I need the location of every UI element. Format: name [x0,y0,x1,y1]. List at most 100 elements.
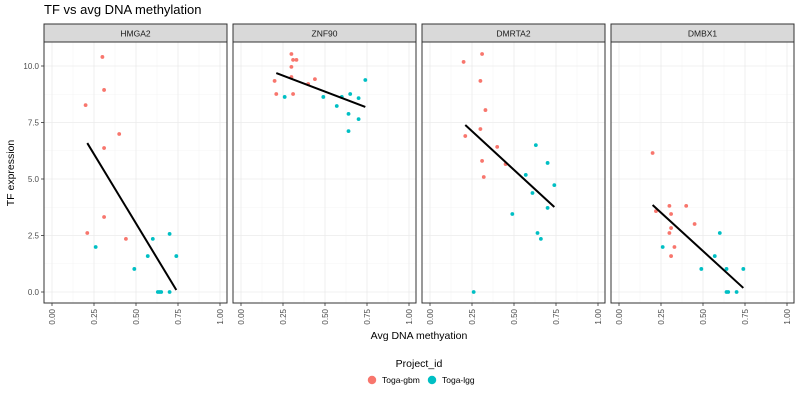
data-point [734,290,739,294]
data-point [174,254,179,258]
data-point [356,117,361,122]
legend-item-toga-gbm: Toga-gbm [367,375,420,385]
data-point [726,290,731,294]
data-point [167,232,172,236]
gridlines [233,42,416,303]
x-tick-label: 1.00 [216,308,225,324]
data-point [724,267,729,271]
x-tick-label: 0.25 [468,308,477,324]
data-point [334,104,339,108]
regression-line [651,204,744,289]
x-tick-label: 0.00 [426,308,435,324]
data-point [741,267,746,271]
data-point [545,206,550,210]
y-axis-title: TF expression [5,140,17,207]
data-point [667,203,672,208]
data-point [660,245,665,249]
data-point [478,79,483,83]
x-tick-label: 0.50 [321,308,330,324]
data-point [167,290,172,294]
data-point [461,60,466,64]
panels: HMGA2 0.00 0.25 0.50 0.75 1.00 0.0 2.5 5.0 7.5 10.… [23,23,795,325]
data-point [102,88,106,92]
data-point [684,203,689,208]
facet-strip-label: HMGA2 [120,29,151,39]
series-toga-lgg [660,231,746,294]
data-point [289,65,294,69]
data-point [346,112,351,116]
data-point [463,134,468,138]
data-point [471,290,476,294]
data-point [102,146,106,150]
data-point [669,212,673,216]
data-point [692,222,697,226]
data-point [510,212,515,216]
series-toga-lgg [282,78,368,133]
facet-strip [610,23,795,43]
data-point [145,254,150,258]
x-tick-label: 0.00 [615,308,624,324]
data-point [483,108,488,112]
panel-background [232,41,417,304]
x-tick-label: 0.50 [132,308,141,324]
x-tick-label: 0.75 [174,308,183,324]
facet-strip [421,23,606,43]
data-point [348,92,353,96]
facet-strip [232,23,417,43]
data-point [535,231,540,235]
x-tick-label: 0.75 [363,308,372,324]
x-tick-label: 0.75 [741,308,750,324]
panel-background [43,41,228,304]
y-tick-label: 10.0 [23,62,39,71]
regression-line [464,124,555,208]
series-toga-gbm [461,52,508,179]
facet-strip-label: ZNF90 [312,29,338,39]
y-tick-label: 5.0 [28,175,40,184]
data-point [480,159,484,163]
facet-strip-label: DMRTA2 [496,29,530,39]
x-axis-title: Avg DNA methyation [371,330,468,342]
data-point [699,267,704,271]
data-point [478,127,483,131]
panel-dmbx1: DMBX1 0.00 0.25 0.50 0.75 1.00 [610,23,795,325]
facet-strip-label: DMBX1 [688,29,718,39]
x-tick-label: 1.00 [405,308,414,324]
data-point [669,254,673,258]
data-point [291,92,295,96]
x-tick-label: 0.75 [552,308,561,324]
x-tick-label: 0.50 [510,308,519,324]
data-point [481,175,486,179]
data-point [313,77,317,82]
series-toga-gbm [83,55,128,241]
panel-background [610,41,795,304]
data-point [545,161,550,165]
x-tick-label: 1.00 [783,308,792,324]
series-toga-gbm [272,52,317,96]
data-point [85,231,90,235]
x-tick-label: 0.50 [699,308,708,324]
data-point [124,236,128,241]
data-point [159,290,164,294]
data-point [274,92,279,96]
data-point [480,52,484,56]
data-point [291,57,295,62]
gridlines [611,42,794,303]
regression-line [86,142,178,291]
y-tick-label: 2.5 [28,232,40,241]
series-toga-lgg [93,232,179,294]
legend-label: Toga-lgg [442,375,475,385]
data-point [102,215,106,219]
x-tick-label: 0.25 [657,308,666,324]
legend-label: Toga-gbm [382,375,420,385]
data-point [272,79,277,83]
x-tick-label: 0.00 [48,308,57,324]
data-point [100,55,105,59]
regression-line [275,72,366,108]
legend-title: Project_id [396,358,443,370]
data-point [83,103,88,107]
data-point [150,236,155,241]
y-tick-label: 7.5 [28,119,40,128]
x-tick-label: 0.25 [90,308,99,324]
data-point [363,78,368,82]
